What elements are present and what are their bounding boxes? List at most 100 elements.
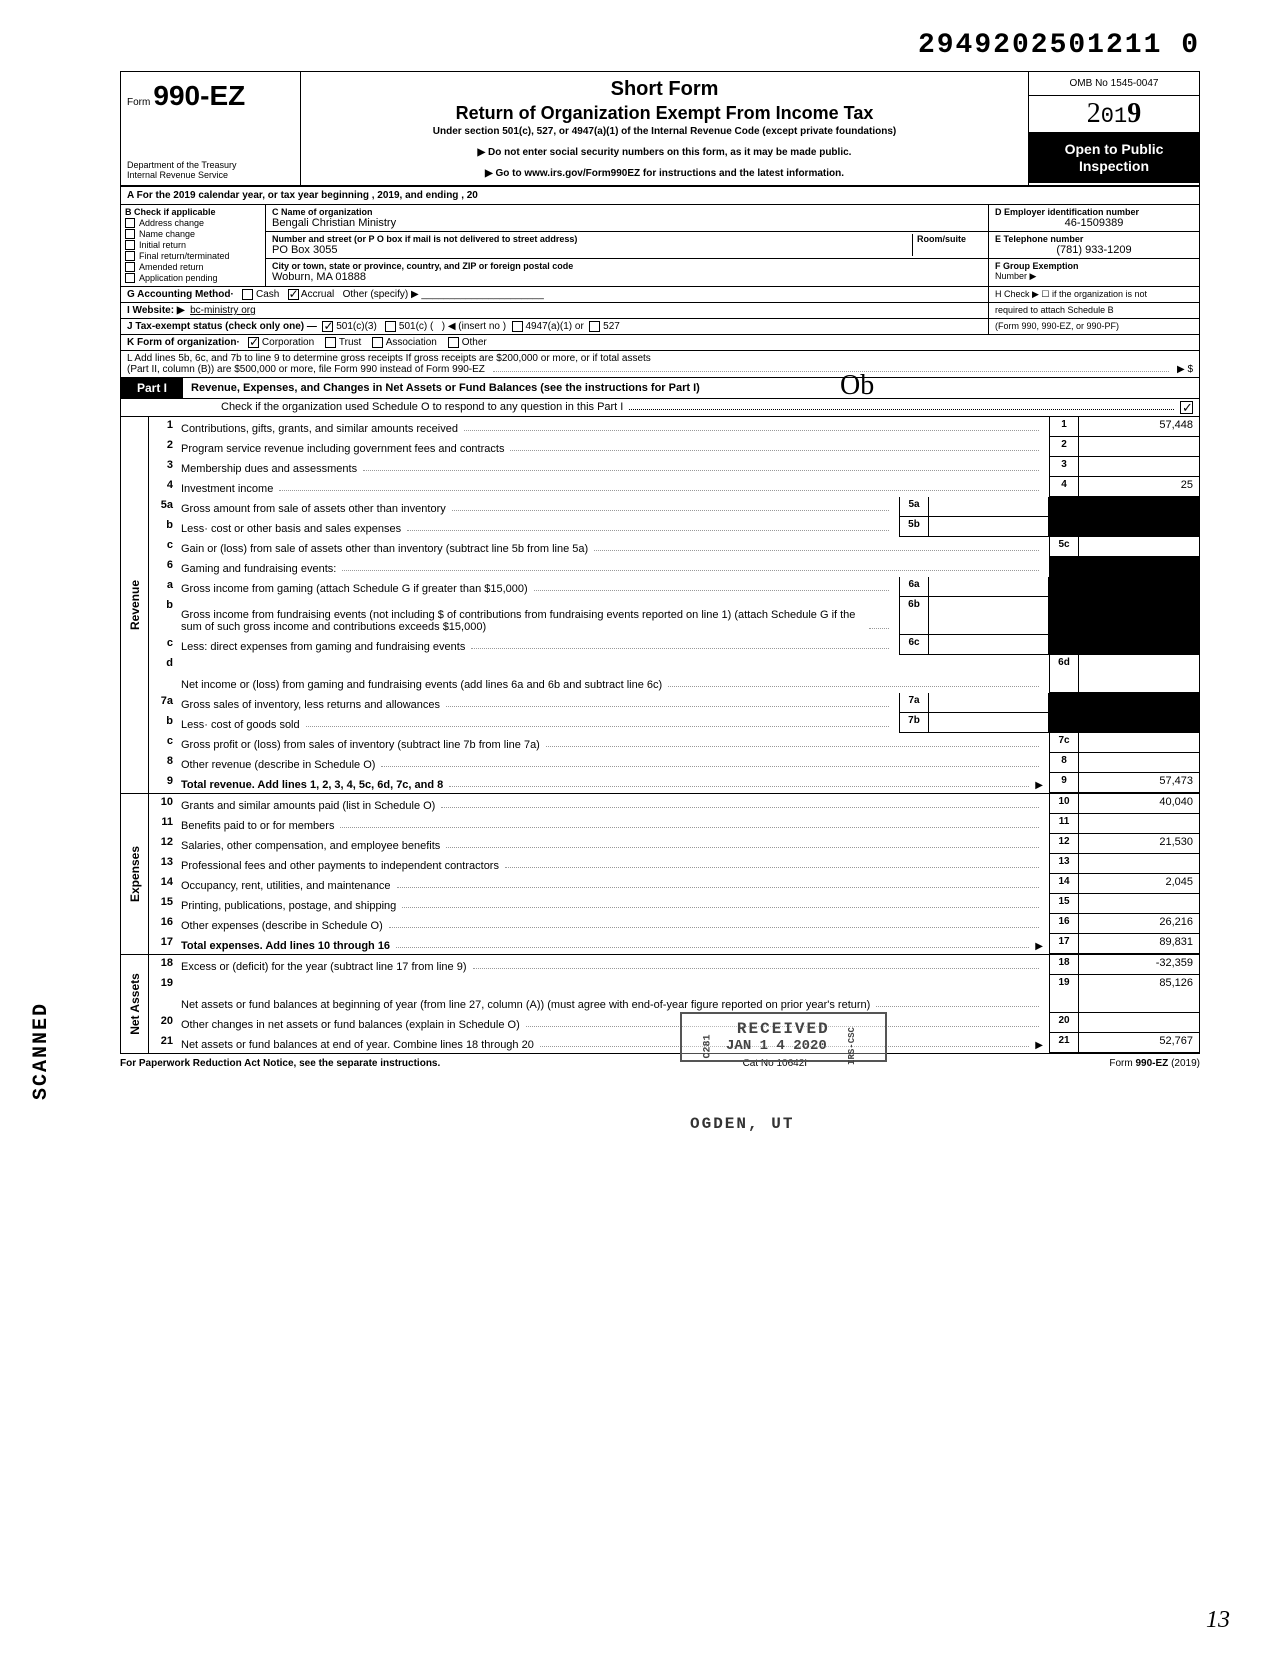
line-description: Other revenue (describe in Schedule O) bbox=[181, 753, 1049, 773]
dln-number: 2949202501211 0 bbox=[120, 30, 1200, 61]
right-line-value: 2,045 bbox=[1079, 874, 1199, 894]
right-line-value bbox=[1079, 854, 1199, 874]
section-net-assets: Net Assets18Excess or (deficit) for the … bbox=[120, 955, 1200, 1054]
chk-corporation[interactable] bbox=[248, 337, 259, 348]
mid-line-number: 7a bbox=[899, 693, 929, 713]
chk-address-change[interactable] bbox=[125, 218, 135, 228]
line-description: Net assets or fund balances at end of ye… bbox=[181, 1033, 1049, 1053]
line-21: 21Net assets or fund balances at end of … bbox=[149, 1033, 1199, 1053]
right-line-number: 7c bbox=[1049, 733, 1079, 753]
line-13: 13Professional fees and other payments t… bbox=[149, 854, 1199, 874]
line-number: 19 bbox=[149, 975, 181, 1013]
line-b: bLess· cost or other basis and sales exp… bbox=[149, 517, 1199, 537]
right-line-value bbox=[1079, 733, 1199, 753]
chk-other-org[interactable] bbox=[448, 337, 459, 348]
line-5a: 5aGross amount from sale of assets other… bbox=[149, 497, 1199, 517]
right-line-number bbox=[1049, 713, 1079, 733]
line-number: c bbox=[149, 537, 181, 557]
chk-501c3[interactable] bbox=[322, 321, 333, 332]
line-number: 12 bbox=[149, 834, 181, 854]
line-description: Other changes in net assets or fund bala… bbox=[181, 1013, 1049, 1033]
right-line-number bbox=[1049, 517, 1079, 537]
chk-cash[interactable] bbox=[242, 289, 253, 300]
footer-form-ref: Form 990-EZ (2019) bbox=[1109, 1058, 1200, 1069]
line-11: 11Benefits paid to or for members11 bbox=[149, 814, 1199, 834]
phone-label: E Telephone number bbox=[995, 234, 1193, 244]
chk-name-change[interactable] bbox=[125, 229, 135, 239]
scanned-stamp: SCANNED bbox=[30, 1002, 53, 1100]
chk-trust[interactable] bbox=[325, 337, 336, 348]
chk-initial-return[interactable] bbox=[125, 240, 135, 250]
side-label: Net Assets bbox=[121, 955, 149, 1053]
line-number: b bbox=[149, 517, 181, 537]
chk-schedule-o[interactable] bbox=[1180, 401, 1193, 414]
right-line-value bbox=[1079, 713, 1199, 733]
line-description: Total revenue. Add lines 1, 2, 3, 4, 5c,… bbox=[181, 773, 1049, 793]
line-b: bLess· cost of goods sold7b bbox=[149, 713, 1199, 733]
line-number: a bbox=[149, 577, 181, 597]
right-line-number: 6d bbox=[1049, 655, 1079, 693]
right-line-value: 26,216 bbox=[1079, 914, 1199, 934]
right-line-value bbox=[1079, 497, 1199, 517]
line-description: Less· cost of goods sold bbox=[181, 713, 899, 733]
right-line-value bbox=[1079, 693, 1199, 713]
chk-application-pending[interactable] bbox=[125, 273, 135, 283]
ein-value: 46-1509389 bbox=[995, 217, 1193, 229]
row-k-form-org: K Form of organization· Corporation Trus… bbox=[120, 335, 1200, 351]
page-number: 13 bbox=[1206, 1607, 1230, 1634]
line-number: 17 bbox=[149, 934, 181, 954]
street-value: PO Box 3055 bbox=[272, 244, 912, 256]
chk-527[interactable] bbox=[589, 321, 600, 332]
tax-year: 2019 bbox=[1029, 96, 1199, 133]
group-exemption-label: F Group Exemption bbox=[995, 261, 1079, 271]
line-description: Gross profit or (loss) from sales of inv… bbox=[181, 733, 1049, 753]
chk-501c[interactable] bbox=[385, 321, 396, 332]
line-number: 10 bbox=[149, 794, 181, 814]
row-i-website: I Website: ▶ bc-ministry org required to… bbox=[120, 303, 1200, 319]
right-line-number: 10 bbox=[1049, 794, 1079, 814]
line-number: 15 bbox=[149, 894, 181, 914]
chk-association[interactable] bbox=[372, 337, 383, 348]
line-17: 17Total expenses. Add lines 10 through 1… bbox=[149, 934, 1199, 954]
line-16: 16Other expenses (describe in Schedule O… bbox=[149, 914, 1199, 934]
right-line-number bbox=[1049, 597, 1079, 635]
right-line-number: 8 bbox=[1049, 753, 1079, 773]
line-number: 11 bbox=[149, 814, 181, 834]
chk-4947a1[interactable] bbox=[512, 321, 523, 332]
right-line-value: 85,126 bbox=[1079, 975, 1199, 1013]
line-number: d bbox=[149, 655, 181, 693]
chk-amended-return[interactable] bbox=[125, 262, 135, 272]
right-line-value: 21,530 bbox=[1079, 834, 1199, 854]
right-line-number: 2 bbox=[1049, 437, 1079, 457]
chk-final-return[interactable] bbox=[125, 251, 135, 261]
right-line-number: 12 bbox=[1049, 834, 1079, 854]
h-check-note: H Check ▶ ☐ if the organization is not bbox=[989, 287, 1199, 302]
right-line-number: 14 bbox=[1049, 874, 1079, 894]
ogden-stamp: OGDEN, UT bbox=[690, 1115, 794, 1133]
form-number: 990-EZ bbox=[153, 80, 245, 111]
line-number: 20 bbox=[149, 1013, 181, 1033]
line-c: cLess: direct expenses from gaming and f… bbox=[149, 635, 1199, 655]
line-description: Gross income from fundraising events (no… bbox=[181, 597, 899, 635]
right-line-value bbox=[1079, 753, 1199, 773]
line-description: Other expenses (describe in Schedule O) bbox=[181, 914, 1049, 934]
room-label: Room/suite bbox=[917, 234, 982, 244]
right-line-value bbox=[1079, 577, 1199, 597]
line-a: aGross income from gaming (attach Schedu… bbox=[149, 577, 1199, 597]
mid-line-number: 5b bbox=[899, 517, 929, 537]
org-name: Bengali Christian Ministry bbox=[272, 217, 982, 229]
right-line-value bbox=[1079, 1013, 1199, 1033]
omb-number: OMB No 1545-0047 bbox=[1029, 72, 1199, 96]
line-number: c bbox=[149, 733, 181, 753]
chk-accrual[interactable] bbox=[288, 289, 299, 300]
line-number: b bbox=[149, 713, 181, 733]
right-line-number bbox=[1049, 635, 1079, 655]
mid-line-number: 7b bbox=[899, 713, 929, 733]
title-under: Under section 501(c), 527, or 4947(a)(1)… bbox=[311, 126, 1018, 137]
row-g-accounting: G Accounting Method· Cash Accrual Other … bbox=[120, 287, 1200, 303]
right-line-value bbox=[1079, 635, 1199, 655]
mid-line-number: 6a bbox=[899, 577, 929, 597]
line-number: 7a bbox=[149, 693, 181, 713]
right-line-number bbox=[1049, 497, 1079, 517]
line-number: 4 bbox=[149, 477, 181, 497]
